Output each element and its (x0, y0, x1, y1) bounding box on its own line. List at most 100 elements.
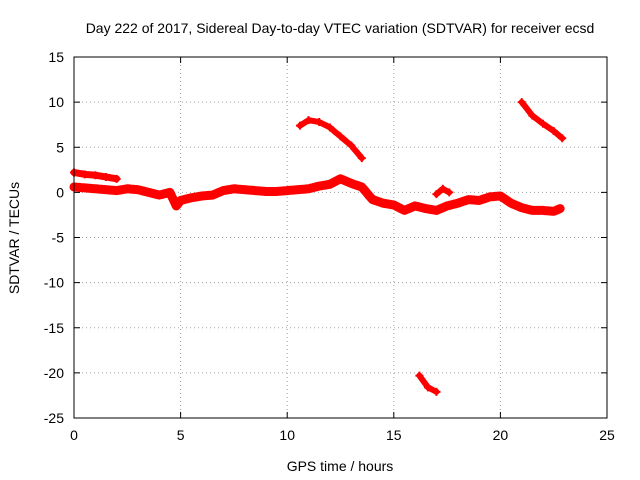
series-track (69, 174, 565, 216)
y-tick-label: 0 (56, 184, 64, 200)
data-point (80, 170, 89, 179)
data-point (315, 182, 324, 191)
data-point (283, 186, 292, 195)
data-point (219, 186, 228, 195)
data-point (172, 201, 181, 210)
data-point (272, 187, 281, 196)
data-point (539, 119, 548, 128)
data-point (556, 204, 565, 213)
data-point (325, 123, 334, 132)
data-point (261, 187, 270, 196)
data-point (549, 127, 558, 136)
x-axis-label: GPS time / hours (287, 458, 394, 474)
data-point (379, 199, 388, 208)
y-tick-label: 5 (56, 139, 64, 155)
data-point (176, 196, 185, 205)
data-point (123, 184, 132, 193)
series-upper-band (70, 168, 121, 183)
series-noon-arc (295, 116, 366, 163)
data-point (101, 185, 110, 194)
data-point (347, 141, 356, 150)
data-point (438, 184, 447, 193)
y-tick-label: -5 (52, 230, 65, 246)
data-point (443, 201, 452, 210)
y-tick-label: 10 (48, 94, 64, 110)
data-point (528, 111, 537, 120)
series-small-bump (432, 184, 454, 199)
data-point (133, 185, 142, 194)
data-point (445, 188, 454, 197)
data-point (208, 191, 217, 200)
x-tick-label: 10 (279, 427, 295, 443)
x-tick-label: 15 (386, 427, 402, 443)
y-tick-label: -20 (44, 365, 64, 381)
data-point (400, 206, 409, 215)
y-tick-label: 15 (48, 49, 64, 65)
data-point (347, 179, 356, 188)
series-track (297, 117, 365, 162)
data-point (229, 184, 238, 193)
data-point (411, 201, 420, 210)
data-point (558, 134, 567, 143)
y-tick-label: -25 (44, 410, 64, 426)
data-point (187, 193, 196, 202)
data-point (155, 191, 164, 200)
data-point (304, 116, 313, 125)
data-point (251, 186, 260, 195)
data-point (336, 174, 345, 183)
data-point (423, 383, 432, 392)
data-point (368, 195, 377, 204)
data-point (549, 207, 558, 216)
x-tick-label: 5 (177, 427, 185, 443)
y-tick-label: -15 (44, 320, 64, 336)
data-point (496, 191, 505, 200)
data-point (240, 185, 249, 194)
data-point (507, 199, 516, 208)
x-tick-label: 0 (70, 427, 78, 443)
data-point (485, 192, 494, 201)
series-main-band (69, 174, 565, 216)
data-point (517, 203, 526, 212)
data-point (357, 154, 366, 163)
series-track (416, 372, 440, 395)
data-point (415, 371, 424, 380)
data-points (69, 98, 567, 396)
data-point (432, 206, 441, 215)
x-tick-label: 20 (493, 427, 509, 443)
data-point (80, 183, 89, 192)
data-point (464, 195, 473, 204)
y-axis-label: SDTVAR / TECUs (6, 182, 22, 294)
data-point (539, 206, 548, 215)
data-point (197, 191, 206, 200)
data-point (101, 173, 110, 182)
data-point (91, 171, 100, 180)
data-point (528, 206, 537, 215)
data-point (517, 98, 526, 107)
data-point (165, 188, 174, 197)
data-point (453, 199, 462, 208)
series-track (518, 99, 566, 142)
data-point (112, 174, 121, 183)
chart-title: Day 222 of 2017, Sidereal Day-to-day VTE… (86, 20, 595, 36)
data-point (304, 184, 313, 193)
x-tick-label: 25 (599, 427, 615, 443)
data-point (295, 121, 304, 130)
data-point (421, 204, 430, 213)
data-point (389, 201, 398, 210)
data-point (315, 117, 324, 126)
data-point (144, 188, 153, 197)
y-tick-label: -10 (44, 275, 64, 291)
data-point (357, 182, 366, 191)
data-point (325, 180, 334, 189)
data-point (475, 196, 484, 205)
series-late-arc (517, 98, 567, 143)
data-point (91, 184, 100, 193)
series-negative-segment (415, 371, 441, 396)
data-point (432, 190, 441, 199)
axis-ticks: 0 5 10 15 20 25 15 10 5 0 -5 -10 -15 -20 -25 (44, 49, 615, 443)
data-point (112, 186, 121, 195)
data-point (293, 185, 302, 194)
data-point (432, 387, 441, 396)
data-point (336, 132, 345, 141)
